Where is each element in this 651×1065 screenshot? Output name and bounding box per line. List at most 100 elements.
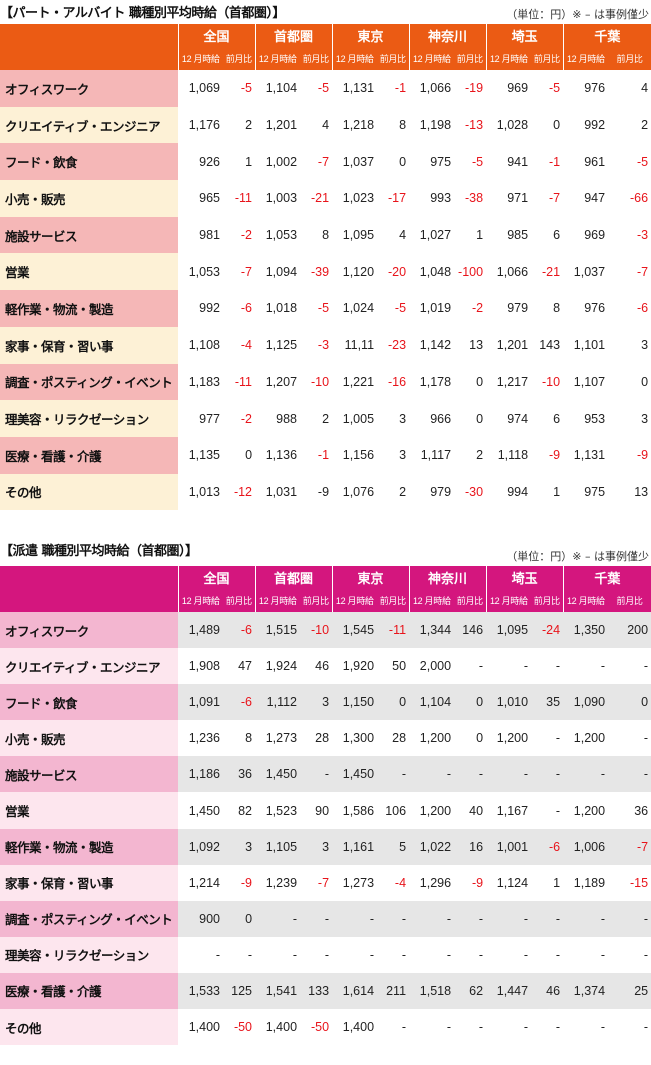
wage-cell: 1,221: [332, 363, 378, 401]
wage-cell: 975: [563, 473, 609, 511]
change-cell: -5: [377, 290, 410, 327]
wage-cell: 1,066: [486, 253, 532, 291]
change-cell: -2: [223, 400, 256, 437]
table-row: 調査・ポスティング・イベント 1,183 -11 1,207 -10 1,221 -16 1,…: [0, 363, 651, 401]
change-cell: -12: [223, 473, 256, 511]
change-cell: -10: [531, 363, 564, 401]
change-cell: -23: [377, 326, 410, 364]
change-cell: 4: [300, 106, 333, 144]
wage-cell: 1,053: [255, 216, 301, 254]
part-time-section: 【パート・アルバイト 職種別平均時給（首都圏）】 （単位：円）※ – は事例僅少…: [0, 0, 651, 530]
wage-cell: 1,156: [332, 436, 378, 474]
change-cell: 3: [300, 684, 333, 721]
change-cell: -30: [454, 473, 487, 511]
wage-cell: 1,069: [178, 70, 223, 107]
month-wage-header: 12 月時給: [177, 47, 223, 70]
wage-cell: 1,136: [255, 436, 301, 474]
change-cell: 36: [608, 792, 651, 829]
change-cell: 8: [223, 720, 256, 757]
change-cell: 0: [223, 900, 256, 937]
wage-cell: 1,350: [563, 612, 609, 649]
region-header: 東京: [331, 24, 410, 47]
category-label: 施設サービス: [0, 756, 178, 793]
change-cell: -: [531, 720, 564, 757]
wage-cell: -: [409, 936, 455, 973]
change-cell: -1: [531, 143, 564, 181]
change-cell: -: [531, 900, 564, 937]
change-cell: 16: [454, 828, 487, 865]
wage-cell: 1,200: [409, 792, 455, 829]
category-label: 営業: [0, 253, 178, 291]
wage-cell: -: [178, 936, 223, 973]
wage-cell: 985: [486, 216, 532, 254]
wage-cell: 1,400: [332, 1009, 378, 1046]
wage-cell: 1,118: [486, 436, 532, 474]
wage-cell: -: [486, 756, 532, 793]
change-cell: -3: [300, 326, 333, 364]
table-row: その他 1,400 -50 1,400 -50 1,400- - - - - - -: [0, 1009, 651, 1046]
change-cell: -: [608, 756, 651, 793]
change-cell: 46: [531, 972, 564, 1010]
wage-cell: 1,167: [486, 792, 532, 829]
category-label: その他: [0, 473, 178, 511]
table-row: 調査・ポスティング・イベント 900 0- - - - - - - - - -: [0, 900, 651, 937]
change-cell: -: [223, 936, 256, 973]
change-cell: 0: [608, 363, 651, 401]
wage-cell: 1,023: [332, 180, 378, 217]
region-header: 神奈川: [408, 566, 487, 589]
wage-cell: 1,614: [332, 972, 378, 1010]
category-label: 調査・ポスティング・イベント: [0, 363, 178, 401]
category-label: クリエイティブ・エンジニア: [0, 106, 178, 144]
change-cell: -: [300, 900, 333, 937]
change-header: 前月比: [531, 47, 564, 70]
wage-cell: 1,300: [332, 720, 378, 757]
wage-cell: 1,092: [178, 828, 223, 865]
wage-cell: 992: [178, 290, 223, 327]
change-cell: -: [300, 756, 333, 793]
region-header-row: 全国 首都圏 東京 神奈川 埼玉 千葉: [0, 24, 651, 70]
wage-cell: 953: [563, 400, 609, 437]
category-label: フード・飲食: [0, 143, 178, 181]
wage-cell: 1,450: [255, 756, 301, 793]
wage-cell: 1,450: [178, 792, 223, 829]
change-cell: -11: [223, 180, 256, 217]
wage-cell: 926: [178, 143, 223, 181]
change-cell: -11: [377, 612, 410, 649]
wage-cell: 993: [409, 180, 455, 217]
change-cell: -: [608, 720, 651, 757]
change-cell: 4: [377, 216, 410, 254]
change-cell: 0: [377, 143, 410, 181]
change-cell: 40: [454, 792, 487, 829]
table-row: クリエイティブ・エンジニア 1,908 47 1,924 46 1,920 50 2,000-…: [0, 648, 651, 685]
sub-header-row: 12 月時給 前月比 12 月時給 前月比 12 月時給 前月比 12 月時給 …: [0, 589, 651, 612]
wage-cell: -: [255, 900, 301, 937]
change-cell: -7: [300, 143, 333, 181]
wage-cell: 1,053: [178, 253, 223, 291]
month-wage-header: 12 月時給: [331, 47, 378, 70]
wage-cell: -: [563, 648, 609, 685]
wage-cell: -: [409, 1009, 455, 1046]
wage-cell: -: [255, 936, 301, 973]
change-cell: -11: [223, 363, 256, 401]
wage-cell: 1,183: [178, 363, 223, 401]
wage-cell: 1,090: [563, 684, 609, 721]
wage-cell: 1,296: [409, 864, 455, 901]
change-cell: -9: [531, 436, 564, 474]
change-cell: -6: [223, 612, 256, 649]
wage-cell: 1,273: [332, 864, 378, 901]
change-cell: -: [531, 756, 564, 793]
wage-cell: -: [563, 1009, 609, 1046]
change-cell: -50: [223, 1009, 256, 1046]
wage-cell: 966: [409, 400, 455, 437]
change-cell: -15: [608, 864, 651, 901]
wage-cell: 1,028: [486, 106, 532, 144]
change-cell: 133: [300, 972, 333, 1010]
change-cell: 28: [377, 720, 410, 757]
change-cell: -7: [531, 180, 564, 217]
change-cell: 3: [377, 436, 410, 474]
wage-cell: 11,11: [332, 326, 378, 364]
table-row: クリエイティブ・エンジニア 1,176 2 1,201 4 1,218 8 1,198 -13 1…: [0, 106, 651, 144]
wage-cell: 1,217: [486, 363, 532, 401]
wage-cell: 1,201: [255, 106, 301, 144]
change-cell: -1: [300, 436, 333, 474]
